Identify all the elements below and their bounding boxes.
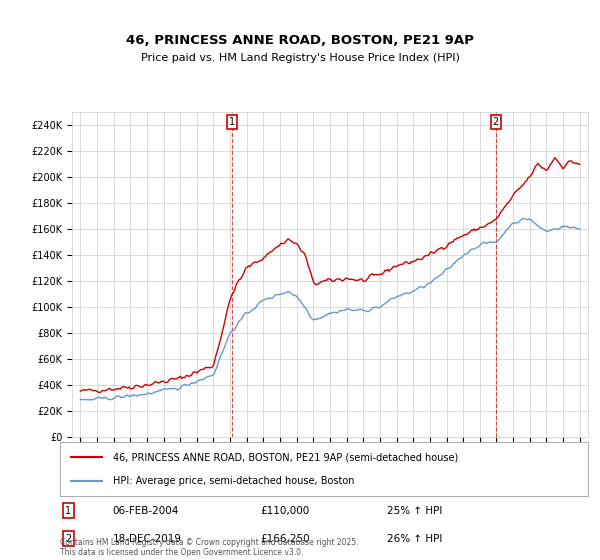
Text: £110,000: £110,000 (260, 506, 310, 516)
Text: 2: 2 (493, 118, 499, 127)
Text: 1: 1 (229, 118, 235, 127)
Text: 25% ↑ HPI: 25% ↑ HPI (388, 506, 443, 516)
Text: 18-DEC-2019: 18-DEC-2019 (113, 534, 182, 544)
Text: 06-FEB-2004: 06-FEB-2004 (113, 506, 179, 516)
Text: Contains HM Land Registry data © Crown copyright and database right 2025.
This d: Contains HM Land Registry data © Crown c… (60, 538, 359, 557)
Text: £166,250: £166,250 (260, 534, 310, 544)
Text: 1: 1 (65, 506, 71, 516)
Text: 46, PRINCESS ANNE ROAD, BOSTON, PE21 9AP (semi-detached house): 46, PRINCESS ANNE ROAD, BOSTON, PE21 9AP… (113, 452, 458, 463)
Text: 46, PRINCESS ANNE ROAD, BOSTON, PE21 9AP: 46, PRINCESS ANNE ROAD, BOSTON, PE21 9AP (126, 34, 474, 46)
Text: Price paid vs. HM Land Registry's House Price Index (HPI): Price paid vs. HM Land Registry's House … (140, 53, 460, 63)
Text: 26% ↑ HPI: 26% ↑ HPI (388, 534, 443, 544)
Text: HPI: Average price, semi-detached house, Boston: HPI: Average price, semi-detached house,… (113, 475, 354, 486)
Text: 2: 2 (65, 534, 71, 544)
